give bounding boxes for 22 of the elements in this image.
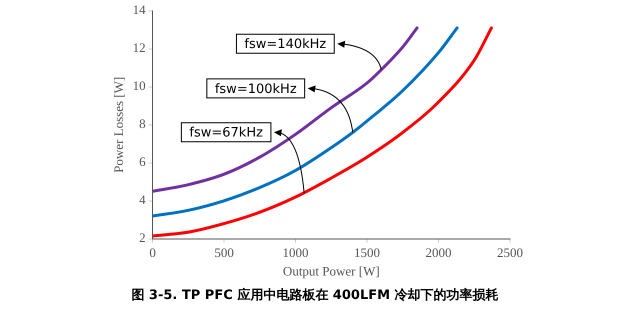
y-axis-title: Power Losses [W] [111,76,126,173]
line-series [152,26,419,193]
line-series [152,26,459,218]
y-tick-label: 10 [132,78,146,94]
x-tick-label: 1000 [282,245,309,260]
annotation: fsw=100kHz [214,82,297,97]
y-tick-label: 12 [132,40,146,56]
x-tick-label: 2000 [426,245,452,260]
annotation: fsw=140kHz [244,37,326,52]
x-tick-label: 1500 [354,245,380,260]
y-tick-label: 8 [139,116,146,132]
x-axis-title: Output Power [W] [282,264,380,279]
x-tick-label: 0 [149,245,156,260]
x-tick-label: 500 [214,245,234,260]
y-tick-label: 4 [139,192,146,208]
y-tick-label: 2 [139,230,146,246]
y-tick-label: 6 [139,154,146,170]
annotation: fsw=67kHz [189,126,264,141]
caption: 图 3-5. TP PFC 应用中电路板在 400LFM 冷却下的功率损耗 [130,286,500,304]
line-series [152,26,493,238]
y-tick-label: 14 [132,2,146,18]
x-tick-label: 2500 [497,245,523,260]
